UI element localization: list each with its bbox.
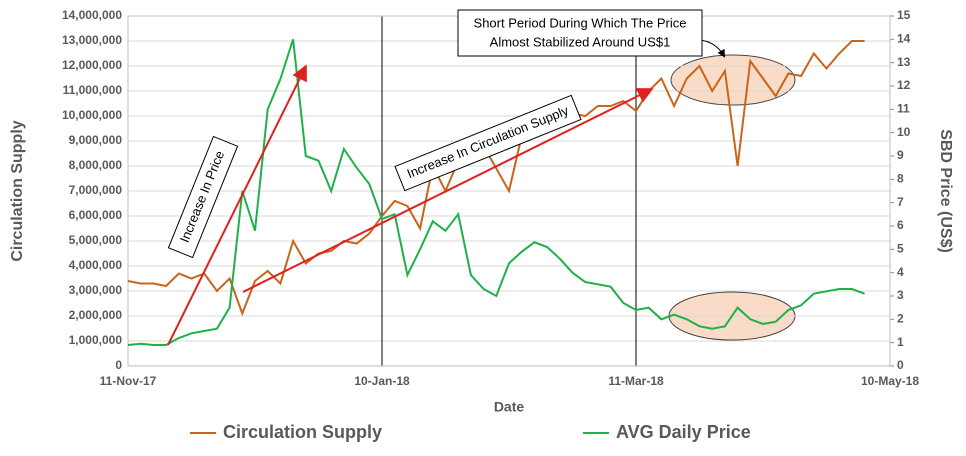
- y2-tick-label: 6: [897, 218, 904, 232]
- y-tick-label: 7,000,000: [69, 183, 123, 197]
- y2-axis-title: SBD Price (US$): [937, 129, 954, 253]
- y2-tick-label: 3: [897, 288, 904, 302]
- x-axis-title: Date: [494, 399, 525, 415]
- y-tick-label: 12,000,000: [62, 58, 122, 72]
- y2-tick-label: 0: [897, 358, 904, 372]
- series-line: [127, 40, 865, 317]
- y2-tick-label: 4: [897, 265, 904, 279]
- legend-label: AVG Daily Price: [616, 422, 751, 442]
- arrow: [699, 39, 725, 58]
- y-tick-label: 8,000,000: [69, 158, 123, 172]
- y-tick-label: 6,000,000: [69, 208, 123, 222]
- annotation: Short Period During Which The Price: [474, 15, 687, 30]
- y2-tick-label: 5: [897, 242, 904, 256]
- series-line: [127, 38, 865, 346]
- y-axis-title: Circulation Supply: [9, 120, 26, 261]
- y-tick-label: 9,000,000: [69, 133, 123, 147]
- x-tick-label: 11-Nov-17: [100, 374, 157, 388]
- y2-tick-label: 2: [897, 312, 904, 326]
- arrow: [167, 64, 307, 346]
- y-tick-label: 5,000,000: [69, 233, 123, 247]
- y2-tick-label: 13: [897, 55, 911, 69]
- annotation-box: [394, 94, 582, 192]
- y2-tick-label: 15: [897, 8, 911, 22]
- y-tick-label: 0: [115, 358, 122, 372]
- y2-tick-label: 11: [897, 102, 910, 116]
- y2-tick-label: 10: [897, 125, 911, 139]
- y-tick-label: 11,000,000: [63, 83, 123, 97]
- y-tick-label: 3,000,000: [69, 283, 123, 297]
- y2-tick-label: 9: [897, 148, 904, 162]
- x-tick-label: 10-Jan-18: [354, 374, 410, 388]
- x-tick-label: 11-Mar-18: [608, 374, 664, 388]
- y2-tick-label: 1: [897, 335, 904, 349]
- y-tick-label: 2,000,000: [69, 308, 123, 322]
- arrow: [242, 88, 654, 293]
- annotation-box: [457, 9, 703, 57]
- y-tick-label: 13,000,000: [62, 33, 122, 47]
- y-tick-label: 4,000,000: [69, 258, 123, 272]
- y-tick-label: 10,000,000: [62, 108, 122, 122]
- y2-tick-label: 7: [897, 195, 904, 209]
- annotation: Almost Stabilized Around US$1: [490, 34, 671, 49]
- y2-tick-label: 12: [897, 78, 911, 92]
- legend-label: Circulation Supply: [223, 422, 382, 442]
- y-tick-label: 1,000,000: [69, 333, 123, 347]
- y2-tick-label: 8: [897, 172, 904, 186]
- annotation-box: [167, 135, 239, 259]
- y2-tick-label: 14: [897, 32, 911, 46]
- x-tick-label: 10-May-18: [861, 374, 919, 388]
- highlight-ellipse: [670, 54, 796, 106]
- y-tick-label: 14,000,000: [62, 8, 122, 22]
